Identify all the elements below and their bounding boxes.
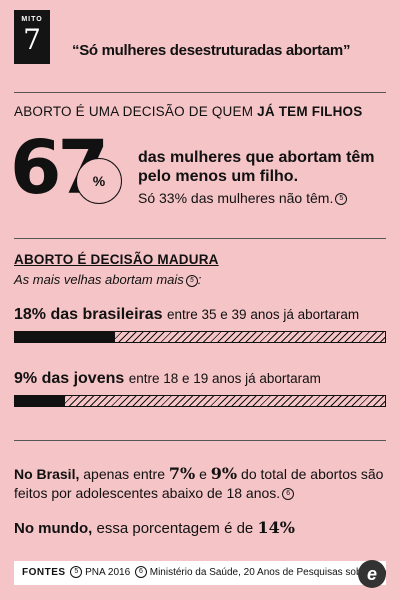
- ref-marker: 5: [185, 274, 198, 287]
- section1-light-text: Só 33% das mulheres não têm. 5: [138, 188, 388, 208]
- bar1-track: [14, 331, 386, 343]
- ref-marker: 5: [70, 566, 83, 579]
- section2-title: ABORTO É DECISÃO MADURA: [14, 252, 219, 267]
- divider: [14, 92, 386, 93]
- sources-bar: FONTES 5 PNA 2016 6 Ministério da Saúde,…: [14, 561, 386, 585]
- badge-label: MITO: [21, 16, 43, 23]
- section1-title-light: ABORTO É UMA DECISÃO DE QUEM: [14, 104, 254, 119]
- publisher-logo: e: [358, 560, 386, 588]
- badge-number: 7: [23, 23, 41, 56]
- bar1-label: 18% das brasileiras entre 35 e 39 anos j…: [14, 306, 360, 323]
- bar2-track: [14, 395, 386, 407]
- brazil-paragraph: No Brasil, apenas entre 7% e 9% do total…: [14, 464, 384, 501]
- section1-strong-text: das mulheres que abortam têm pelo menos …: [138, 149, 375, 185]
- section1-stat: das mulheres que abortam têm pelo menos …: [138, 148, 388, 208]
- section1-title-bold: JÁ TEM FILHOS: [257, 104, 363, 119]
- section1-title: ABORTO É UMA DECISÃO DE QUEM JÁ TEM FILH…: [14, 104, 362, 119]
- divider: [14, 440, 386, 441]
- headline: “Só mulheres desestruturadas abortam”: [72, 42, 351, 59]
- bar1-fill: [15, 332, 115, 342]
- section2-subtitle: As mais velhas abortam mais 5:: [14, 272, 202, 287]
- ref-marker: 6: [134, 566, 147, 579]
- bar2-label: 9% das jovens entre 18 e 19 anos já abor…: [14, 370, 321, 387]
- ref-marker: 5: [335, 193, 348, 206]
- ref-marker: 6: [282, 488, 295, 501]
- bar2-fill: [15, 396, 65, 406]
- myth-badge: MITO 7: [14, 10, 50, 64]
- divider: [14, 238, 386, 239]
- world-paragraph: No mundo, essa porcentagem é de 14%: [14, 518, 295, 537]
- percent-circle: %: [76, 158, 122, 204]
